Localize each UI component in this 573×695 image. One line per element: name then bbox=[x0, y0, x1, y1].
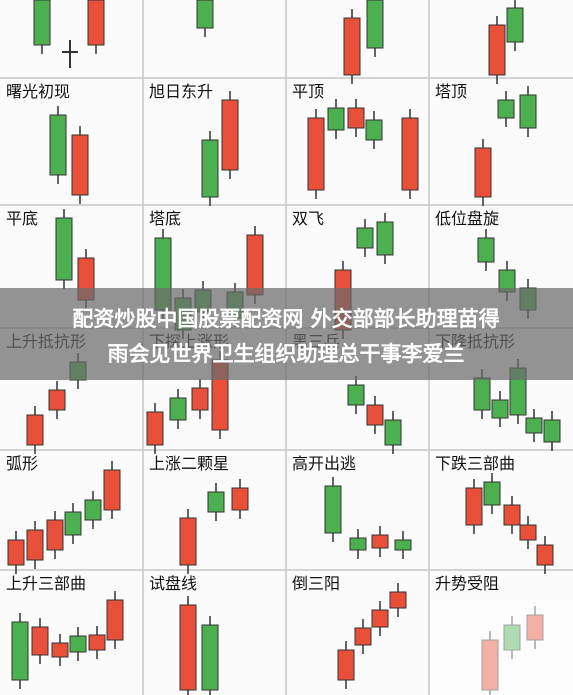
pattern-label: 塔顶 bbox=[435, 82, 467, 101]
pattern-label: 下跌三部曲 bbox=[435, 454, 515, 473]
candle-body bbox=[365, 119, 383, 141]
candle-body bbox=[465, 487, 483, 526]
candle-body bbox=[103, 469, 121, 511]
candle-body bbox=[491, 399, 509, 419]
candle-body bbox=[343, 17, 361, 76]
candle-body bbox=[349, 537, 367, 551]
pattern-label: 上涨二颗星 bbox=[149, 454, 229, 473]
candle-body bbox=[31, 626, 49, 656]
candle-body bbox=[11, 621, 29, 681]
pattern-label: 平顶 bbox=[292, 82, 324, 101]
pattern-label: 旭日东升 bbox=[149, 82, 213, 101]
candle-body bbox=[483, 481, 501, 506]
candle-body bbox=[48, 389, 66, 411]
candle-body bbox=[221, 99, 239, 171]
candle-body bbox=[46, 519, 64, 551]
candle-body bbox=[49, 114, 67, 176]
candle-body bbox=[337, 649, 355, 681]
candle-body bbox=[519, 94, 537, 129]
pattern-label: 高开出逃 bbox=[292, 454, 356, 473]
candle-body bbox=[69, 635, 87, 653]
banner-line: 配资炒股中国股票配资网 外交部部长助理苗得 bbox=[72, 307, 499, 331]
candle-body bbox=[503, 504, 521, 526]
candle-body bbox=[191, 387, 209, 411]
pattern-label: 升势受阻 bbox=[435, 574, 499, 593]
candle-body bbox=[366, 404, 384, 426]
candle-body bbox=[401, 117, 419, 191]
candle-body bbox=[307, 117, 325, 191]
pattern-label: 双飞 bbox=[292, 209, 324, 228]
candle-body bbox=[169, 397, 187, 421]
candle-body bbox=[33, 0, 51, 46]
pattern-label: 平底 bbox=[6, 209, 38, 228]
candle-body bbox=[179, 517, 197, 566]
candle-body bbox=[473, 377, 491, 411]
candle-body bbox=[51, 642, 69, 658]
candle-body bbox=[179, 604, 197, 691]
candle-body bbox=[327, 107, 345, 131]
candle-body bbox=[231, 487, 249, 511]
candle-body bbox=[474, 147, 492, 198]
candle-body bbox=[536, 544, 554, 566]
candle-body bbox=[87, 0, 105, 46]
candle-body bbox=[497, 99, 515, 119]
pattern-label: 低位盘旋 bbox=[435, 209, 499, 228]
pattern-label: 倒三阳 bbox=[292, 574, 340, 593]
candle-body bbox=[384, 419, 402, 446]
candle-body bbox=[324, 485, 342, 534]
candle-body bbox=[71, 134, 89, 196]
candle-body bbox=[394, 539, 412, 551]
candle-body bbox=[347, 384, 365, 406]
pattern-label: 试盘线 bbox=[149, 574, 197, 593]
pattern-label: 塔底 bbox=[149, 209, 181, 228]
candle-body bbox=[354, 627, 372, 646]
pattern-label: 上升三部曲 bbox=[6, 574, 86, 593]
candles bbox=[7, 0, 561, 695]
candle-body bbox=[371, 609, 389, 628]
candle-body bbox=[26, 414, 44, 446]
candle-body bbox=[64, 511, 82, 536]
candle-body bbox=[366, 0, 384, 49]
candle-body bbox=[356, 227, 374, 249]
fade bbox=[430, 600, 573, 695]
candle-body bbox=[26, 529, 44, 561]
candle-body bbox=[371, 534, 389, 549]
candle-body bbox=[201, 624, 219, 691]
candle-body bbox=[7, 539, 25, 566]
candle-body bbox=[389, 591, 407, 609]
banner-line: 雨会见世界卫生组织助理总干事李爱兰 bbox=[108, 342, 465, 366]
candle-body bbox=[246, 234, 264, 296]
pattern-label: 弧形 bbox=[6, 454, 38, 473]
candle-body bbox=[207, 491, 225, 513]
candle-body bbox=[106, 599, 124, 641]
candle-body bbox=[84, 499, 102, 521]
candle-body bbox=[347, 107, 365, 129]
candle-body bbox=[543, 419, 561, 443]
candle-body bbox=[519, 524, 537, 541]
candle-body bbox=[201, 139, 219, 198]
pattern-label: 曙光初现 bbox=[6, 82, 70, 101]
candle-body bbox=[88, 634, 106, 651]
candle-body bbox=[525, 417, 543, 434]
banner-bg bbox=[0, 288, 573, 380]
candle-body bbox=[146, 411, 164, 446]
candle-body bbox=[376, 221, 394, 256]
candle-body bbox=[196, 0, 214, 29]
candle-body bbox=[55, 217, 73, 281]
candle-body bbox=[488, 24, 506, 76]
candle-body bbox=[506, 7, 524, 43]
candle-body bbox=[477, 237, 495, 263]
